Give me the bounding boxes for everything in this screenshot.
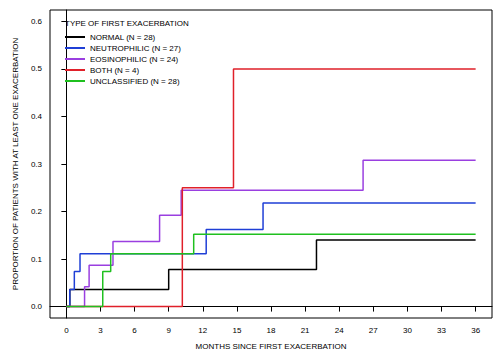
svg-text:PROPORTION OF PATIENTS WITH AT: PROPORTION OF PATIENTS WITH AT LEAST ONE… — [11, 38, 20, 291]
svg-text:12: 12 — [198, 326, 207, 335]
svg-text:9: 9 — [166, 326, 171, 335]
svg-text:0.3: 0.3 — [31, 160, 43, 169]
svg-text:15: 15 — [232, 326, 241, 335]
svg-text:0.5: 0.5 — [31, 64, 43, 73]
svg-text:NEUTROPHILIC (N = 27): NEUTROPHILIC (N = 27) — [90, 44, 181, 53]
svg-text:0.4: 0.4 — [31, 112, 43, 121]
svg-text:36: 36 — [471, 326, 480, 335]
svg-text:0.1: 0.1 — [31, 255, 43, 264]
svg-text:33: 33 — [437, 326, 446, 335]
svg-text:EOSINOPHILIC (N = 24): EOSINOPHILIC (N = 24) — [90, 55, 179, 64]
svg-text:0.6: 0.6 — [31, 17, 43, 26]
svg-text:UNCLASSIFIED (N = 28): UNCLASSIFIED (N = 28) — [90, 77, 180, 86]
svg-text:0.0: 0.0 — [31, 302, 43, 311]
svg-text:24: 24 — [335, 326, 344, 335]
svg-text:MONTHS SINCE FIRST EXACERBATIO: MONTHS SINCE FIRST EXACERBATION — [196, 342, 347, 351]
svg-text:3: 3 — [98, 326, 103, 335]
svg-text:6: 6 — [132, 326, 137, 335]
svg-text:NORMAL (N = 28): NORMAL (N = 28) — [90, 33, 156, 42]
svg-text:0.2: 0.2 — [31, 207, 43, 216]
svg-text:18: 18 — [267, 326, 276, 335]
svg-text:30: 30 — [403, 326, 412, 335]
svg-text:21: 21 — [301, 326, 310, 335]
svg-text:BOTH (N = 4): BOTH (N = 4) — [90, 66, 139, 75]
svg-text:0: 0 — [64, 326, 69, 335]
svg-text:TYPE OF FIRST EXACERBATION: TYPE OF FIRST EXACERBATION — [65, 19, 189, 28]
svg-text:27: 27 — [369, 326, 378, 335]
